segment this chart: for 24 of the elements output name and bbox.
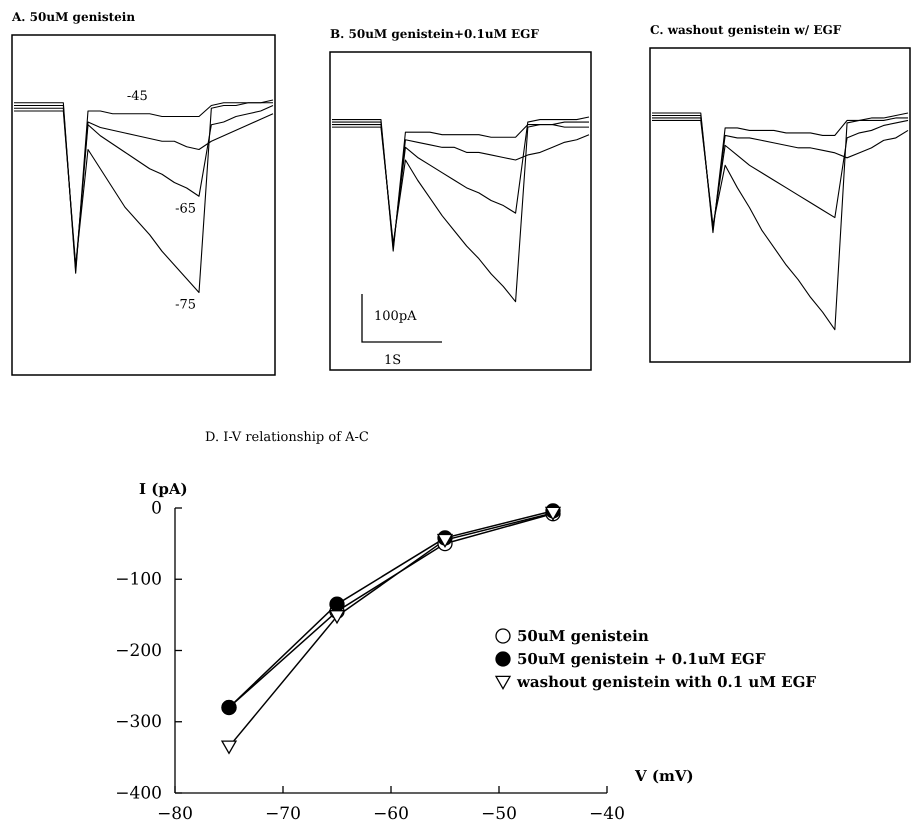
x-axis-title: V (mV)	[634, 767, 694, 785]
legend-label: 50uM genistein	[517, 627, 649, 645]
annotation: 1S	[384, 353, 402, 368]
annotation: 100pA	[374, 309, 418, 324]
y-tick-label: −100	[115, 570, 162, 590]
legend-label: 50uM genistein + 0.1uM EGF	[517, 650, 766, 668]
chart-title: D. I-V relationship of A-C	[205, 430, 369, 445]
series-label: -75	[175, 298, 196, 312]
x-tick-label: −50	[481, 804, 517, 823]
x-tick-label: −40	[589, 804, 625, 823]
x-tick-label: −70	[265, 804, 301, 823]
series-label: -45	[126, 88, 148, 104]
chart-title: B. 50uM genistein+0.1uM EGF	[330, 27, 540, 41]
y-tick-label: −200	[115, 640, 162, 661]
chart-title: A. 50uM genistein	[11, 10, 136, 24]
x-tick-label: −60	[373, 804, 409, 823]
y-tick-label: −400	[115, 783, 162, 804]
y-tick-label: −300	[115, 712, 162, 732]
series-label: -65	[175, 201, 196, 216]
legend-label: washout genistein with 0.1 uM EGF	[516, 673, 816, 691]
chart-title: C. washout genistein w/ EGF	[650, 23, 842, 37]
y-axis-title: I (pA)	[139, 480, 188, 498]
x-tick-label: −80	[157, 804, 193, 823]
y-tick-label: 0	[151, 498, 162, 518]
